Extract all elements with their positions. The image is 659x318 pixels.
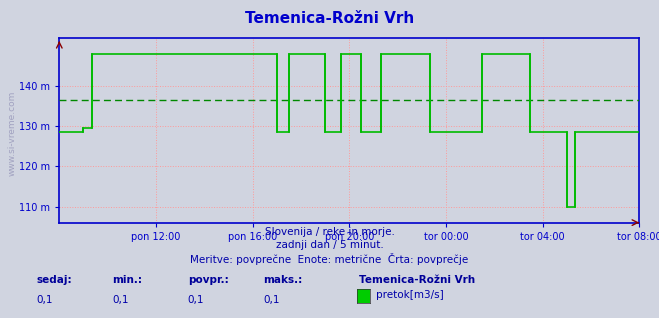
Text: maks.:: maks.:	[264, 275, 303, 285]
Text: Temenica-Rožni Vrh: Temenica-Rožni Vrh	[359, 275, 475, 285]
Text: 0,1: 0,1	[36, 295, 53, 305]
Text: 0,1: 0,1	[112, 295, 129, 305]
Text: sedaj:: sedaj:	[36, 275, 72, 285]
Text: 0,1: 0,1	[264, 295, 280, 305]
Text: Temenica-Rožni Vrh: Temenica-Rožni Vrh	[245, 11, 414, 26]
Text: Meritve: povprečne  Enote: metrične  Črta: povprečje: Meritve: povprečne Enote: metrične Črta:…	[190, 253, 469, 265]
Text: min.:: min.:	[112, 275, 142, 285]
Text: Slovenija / reke in morje.: Slovenija / reke in morje.	[264, 227, 395, 237]
Text: zadnji dan / 5 minut.: zadnji dan / 5 minut.	[275, 240, 384, 250]
Text: pretok[m3/s]: pretok[m3/s]	[376, 290, 444, 300]
Text: povpr.:: povpr.:	[188, 275, 229, 285]
Text: www.si-vreme.com: www.si-vreme.com	[8, 91, 17, 176]
Text: 0,1: 0,1	[188, 295, 204, 305]
